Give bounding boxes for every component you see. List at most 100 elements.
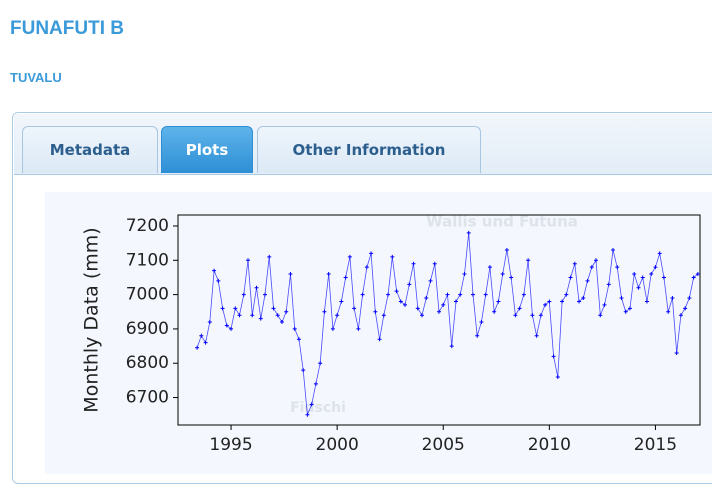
- data-point: [216, 278, 221, 283]
- data-point: [250, 313, 255, 318]
- data-point: [577, 299, 582, 304]
- data-point: [411, 261, 416, 266]
- data-point: [589, 265, 594, 270]
- data-point: [224, 323, 229, 328]
- y-tick-label: 6900: [126, 319, 169, 339]
- data-point: [572, 261, 577, 266]
- data-point: [619, 296, 624, 301]
- data-point: [636, 285, 641, 290]
- data-point: [644, 299, 649, 304]
- tab[interactable]: Metadata: [22, 126, 158, 173]
- data-point: [386, 292, 391, 297]
- data-point: [602, 302, 607, 307]
- data-point: [564, 292, 569, 297]
- plot-frame: [177, 214, 701, 426]
- x-tick-label: 2010: [528, 435, 571, 455]
- data-point: [594, 258, 599, 263]
- data-point: [466, 230, 471, 235]
- tab-active[interactable]: Plots: [161, 126, 253, 173]
- data-point: [657, 251, 662, 256]
- data-point: [322, 309, 327, 314]
- x-tick-label: 2005: [422, 435, 465, 455]
- data-point: [598, 313, 603, 318]
- data-point: [666, 309, 671, 314]
- y-tick-label: 6700: [126, 388, 169, 408]
- data-point: [420, 313, 425, 318]
- tab[interactable]: Other Information: [257, 126, 481, 173]
- data-point: [695, 272, 700, 277]
- data-point: [258, 316, 263, 321]
- data-point: [470, 292, 475, 297]
- data-point: [581, 296, 586, 301]
- data-point: [364, 265, 369, 270]
- data-point: [296, 337, 301, 342]
- map-label: Fidschi: [290, 400, 346, 416]
- data-point: [585, 278, 590, 283]
- data-point: [390, 254, 395, 259]
- x-tick-label: 2015: [634, 435, 677, 455]
- station-country: TUVALU: [10, 70, 62, 85]
- data-point: [538, 313, 543, 318]
- data-point: [568, 275, 573, 280]
- data-point: [526, 258, 531, 263]
- data-point: [623, 309, 628, 314]
- data-point: [369, 251, 374, 256]
- data-point: [313, 381, 318, 386]
- y-axis-label: Monthly Data (mm): [81, 227, 103, 412]
- data-point: [275, 313, 280, 318]
- data-point: [449, 344, 454, 349]
- data-point: [343, 275, 348, 280]
- data-point: [237, 313, 242, 318]
- data-point: [462, 272, 467, 277]
- data-point: [517, 306, 522, 311]
- data-point: [674, 350, 679, 355]
- data-point: [301, 368, 306, 373]
- data-point: [212, 268, 217, 273]
- data-point: [496, 299, 501, 304]
- data-point: [403, 302, 408, 307]
- data-point: [424, 296, 429, 301]
- data-point: [377, 337, 382, 342]
- data-point: [534, 333, 539, 338]
- data-point: [339, 299, 344, 304]
- data-point: [292, 326, 297, 331]
- x-tick-label: 2000: [316, 435, 359, 455]
- data-point: [555, 374, 560, 379]
- data-point: [691, 275, 696, 280]
- data-point: [509, 275, 514, 280]
- data-point: [309, 402, 314, 407]
- data-point: [288, 272, 293, 277]
- data-point: [458, 292, 463, 297]
- data-point: [195, 345, 200, 350]
- data-point: [199, 333, 204, 338]
- data-point: [487, 265, 492, 270]
- data-point: [560, 299, 565, 304]
- data-point: [279, 320, 284, 325]
- data-point: [220, 306, 225, 311]
- data-point: [551, 354, 556, 359]
- data-point: [241, 292, 246, 297]
- chart: Wallis und Futuna Fidschi Monthly Data (…: [45, 192, 712, 474]
- data-point: [428, 278, 433, 283]
- data-point: [246, 258, 251, 263]
- y-tick-label: 7000: [126, 285, 169, 305]
- data-point: [453, 299, 458, 304]
- data-point: [356, 326, 361, 331]
- data-point: [615, 265, 620, 270]
- data-point: [318, 361, 323, 366]
- data-point: [683, 306, 688, 311]
- y-tick-label: 6800: [126, 353, 169, 373]
- data-point: [267, 254, 272, 259]
- data-point: [394, 289, 399, 294]
- data-point: [483, 292, 488, 297]
- data-point: [432, 261, 437, 266]
- page: FUNAFUTI B TUVALU Metadata Plots Other I…: [10, 18, 712, 484]
- data-point: [233, 306, 238, 311]
- data-point: [500, 272, 505, 277]
- data-point: [504, 248, 509, 252]
- station-title: FUNAFUTI B: [10, 18, 124, 39]
- data-point: [352, 306, 357, 311]
- map-label: Wallis und Futuna: [426, 213, 578, 231]
- y-tick-label: 7100: [126, 250, 169, 270]
- data-point: [437, 309, 441, 314]
